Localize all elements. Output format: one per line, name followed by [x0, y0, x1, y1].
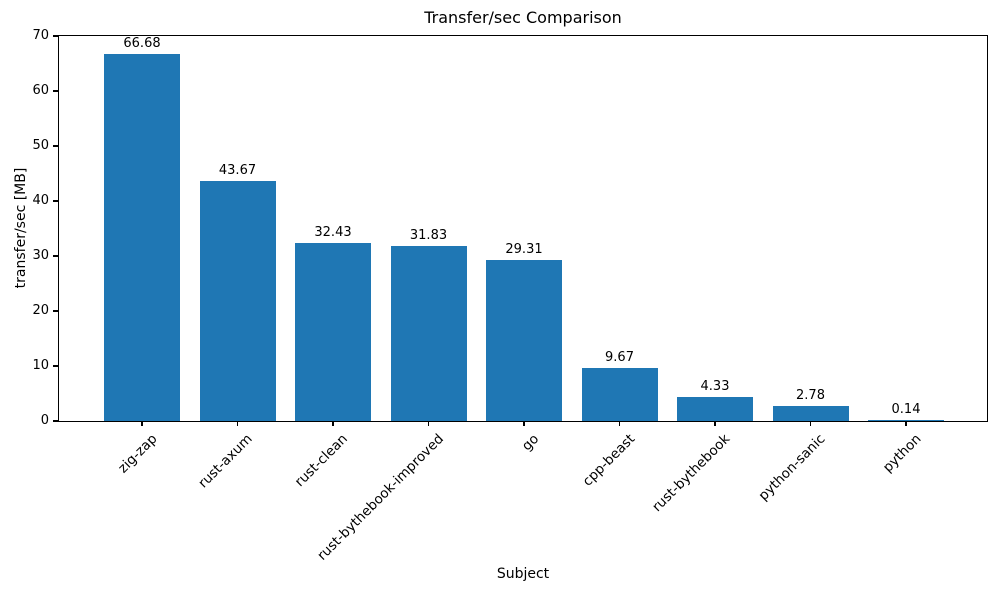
chart-title: Transfer/sec Comparison	[424, 8, 622, 27]
x-tick-label-text: cpp-beast	[579, 431, 638, 490]
y-tick-label: 50	[32, 138, 49, 153]
y-tick-label: 70	[32, 28, 49, 43]
bar-zig-zap	[104, 54, 180, 421]
x-tick-mark	[714, 421, 716, 426]
bar-rust-bythebook	[677, 397, 753, 421]
x-tick-mark	[809, 421, 812, 426]
x-tick-mark	[332, 421, 334, 426]
y-tick-mark	[53, 310, 58, 312]
y-tick-mark	[53, 200, 58, 202]
bar-value-label: 31.83	[409, 227, 448, 243]
bar-value-label: 0.14	[891, 402, 921, 418]
bar-cpp-beast	[581, 367, 658, 421]
x-tick-label-text: python-sanic	[755, 431, 829, 504]
x-tick-mark	[141, 421, 143, 426]
y-tick-mark	[53, 90, 58, 92]
bar-python	[868, 420, 944, 421]
y-tick-mark	[53, 145, 58, 147]
x-tick-label-text: rust-clean	[292, 431, 352, 491]
x-tick-mark	[427, 421, 430, 426]
bar-value-label: 2.78	[796, 387, 825, 403]
y-axis-label: transfer/sec [MB]	[13, 167, 29, 289]
y-tick-label: 20	[32, 303, 49, 318]
bar-value-label: 66.68	[123, 36, 161, 52]
bar-rust-clean	[295, 242, 371, 421]
x-tick-mark	[236, 421, 239, 426]
x-tick-mark	[905, 421, 907, 426]
bar-rust-bythebook-improved	[390, 245, 467, 421]
plot-area: 0 10 20 30 40 50 60 70 66.68 zig-zap 43.67 rust-axu…	[32, 28, 988, 564]
y-tick-mark	[53, 255, 58, 257]
x-tick-mark	[618, 421, 621, 426]
y-tick-label: 0	[40, 413, 49, 428]
bar-value-label: 43.67	[218, 162, 257, 178]
y-tick-label: 30	[32, 248, 49, 263]
x-tick-label-text: go	[519, 431, 543, 455]
x-tick-label-text: zig-zap	[114, 431, 161, 477]
y-tick-label: 40	[32, 193, 49, 208]
bar-value-label: 29.31	[505, 241, 543, 257]
y-tick-mark	[53, 420, 58, 422]
y-tick-mark	[53, 365, 58, 367]
bar-value-label: 9.67	[605, 349, 634, 365]
bar-python-sanic	[772, 405, 849, 421]
bar-rust-axum	[199, 180, 276, 421]
y-tick-label: 60	[32, 83, 49, 98]
y-tick-mark	[53, 35, 58, 37]
x-tick-mark	[523, 421, 525, 426]
bar-value-label: 32.43	[314, 224, 352, 240]
bar-value-label: 4.33	[700, 379, 730, 395]
x-tick-label-text: rust-bythebook	[649, 431, 734, 516]
bar-go	[486, 259, 562, 421]
x-tick-label-text: python	[879, 431, 925, 476]
y-tick-label: 10	[32, 358, 49, 373]
x-axis-label: Subject	[496, 566, 550, 582]
x-tick-label-text: rust-axum	[195, 431, 256, 492]
